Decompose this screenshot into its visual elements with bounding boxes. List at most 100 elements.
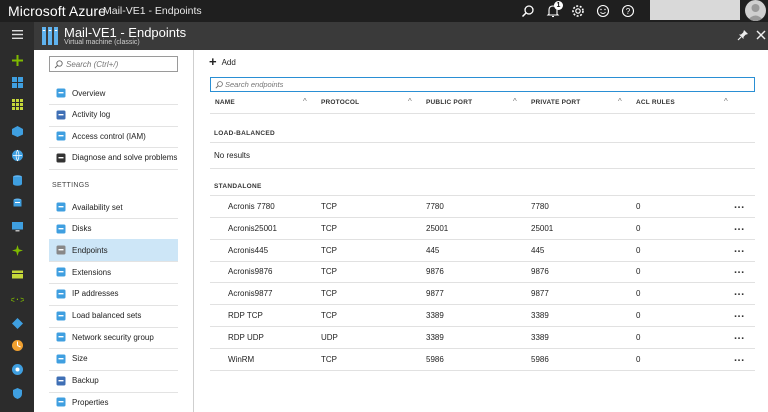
menu-item-ip-addresses[interactable]: IP addresses <box>49 283 178 305</box>
menu-search-input[interactable] <box>66 57 176 71</box>
cell-protocol: TCP <box>321 289 337 299</box>
virtual-networks-icon[interactable]: <·> <box>0 288 34 310</box>
dashboard-icon[interactable] <box>0 71 34 93</box>
more-options-icon[interactable]: ... <box>734 199 745 211</box>
more-options-icon[interactable]: ... <box>734 242 745 255</box>
avatar[interactable] <box>745 0 766 21</box>
table-row[interactable]: RDP TCP TCP 3389 3389 0... <box>210 305 755 327</box>
column-header-name[interactable]: NAME <box>215 99 235 106</box>
menu-item-backup[interactable]: Backup <box>49 370 178 392</box>
cell-private-port: 25001 <box>531 223 554 233</box>
sql-databases-icon[interactable] <box>0 169 34 191</box>
storage-accounts-icon[interactable] <box>0 263 34 285</box>
more-options-icon[interactable]: ... <box>734 220 745 233</box>
sort-chevron-up-icon[interactable]: ^ <box>303 97 307 106</box>
column-header-private-port[interactable]: PRIVATE PORT <box>531 99 581 106</box>
extensions-icon <box>56 267 66 277</box>
all-resources-icon[interactable] <box>0 93 34 115</box>
menu-item-size[interactable]: Size <box>49 348 178 370</box>
cell-acl-rules: 0 <box>636 267 641 277</box>
column-header-acl-rules[interactable]: ACL RULES <box>636 99 675 106</box>
search-icon[interactable] <box>516 0 540 22</box>
more-options-icon[interactable]: ... <box>734 329 745 342</box>
menu-item-extensions[interactable]: Extensions <box>49 261 178 283</box>
close-icon[interactable] <box>754 28 768 42</box>
table-row[interactable]: Acronis445 TCP 445 445 0... <box>210 240 755 262</box>
menu-divider <box>49 304 178 306</box>
activity-log-icon <box>56 110 66 120</box>
menu-search-box[interactable] <box>49 56 178 72</box>
sort-chevron-up-icon[interactable]: ^ <box>408 97 412 106</box>
menu-item-load-balanced-sets[interactable]: Load balanced sets <box>49 305 178 327</box>
menu-item-label: Overview <box>72 88 106 98</box>
cell-public-port: 445 <box>426 245 440 255</box>
more-options-icon[interactable]: ... <box>734 286 745 299</box>
header-divider <box>210 113 755 114</box>
sort-chevron-up-icon[interactable]: ^ <box>513 97 517 106</box>
more-options-icon[interactable]: ... <box>734 264 745 277</box>
menu-item-properties[interactable]: Properties <box>49 391 178 412</box>
more-options-icon[interactable]: ... <box>734 308 745 320</box>
hamburger-menu-icon[interactable] <box>0 23 34 45</box>
new-resource-icon[interactable] <box>0 49 34 71</box>
settings-section-label: SETTINGS <box>52 182 90 189</box>
table-row[interactable]: Acronis9876 TCP 9876 9876 0... <box>210 261 755 284</box>
load-balancers-icon[interactable] <box>0 239 34 261</box>
feedback-smiley-icon[interactable] <box>591 0 615 22</box>
blade-header: Mail-VE1 - Endpoints Virtual machine (cl… <box>34 22 768 50</box>
breadcrumb[interactable]: Mail-VE1 - Endpoints <box>103 5 202 17</box>
help-icon[interactable]: ? <box>616 0 640 22</box>
resource-groups-icon[interactable] <box>0 120 34 142</box>
monitor-icon[interactable] <box>0 334 34 356</box>
menu-divider <box>49 261 178 263</box>
menu-item-diagnose[interactable]: Diagnose and solve problems <box>49 147 178 169</box>
overview-icon <box>56 88 66 98</box>
cell-protocol: UDP <box>321 332 338 342</box>
table-row[interactable]: RDP UDP UDP 3389 3389 0... <box>210 327 755 349</box>
cell-acl-rules: 0 <box>636 311 641 320</box>
menu-item-label: Activity log <box>72 110 111 119</box>
sort-chevron-up-icon[interactable]: ^ <box>724 97 728 106</box>
cell-acl-rules: 0 <box>636 223 641 233</box>
account-name-box[interactable] <box>650 0 740 20</box>
endpoint-search-box[interactable] <box>210 77 755 92</box>
table-row[interactable]: Acronis 7780 TCP 7780 7780 0... <box>210 196 755 218</box>
menu-item-access-control[interactable]: Access control (IAM) <box>49 125 178 147</box>
column-header-protocol[interactable]: PROTOCOL <box>321 99 360 106</box>
menu-item-endpoints[interactable]: Endpoints <box>49 239 178 262</box>
notifications-icon[interactable]: 1 <box>541 0 565 22</box>
table-row[interactable]: Acronis9877 TCP 9877 9877 0... <box>210 283 755 306</box>
load-balanced-sets-icon <box>56 311 66 321</box>
cell-private-port: 3389 <box>531 332 549 342</box>
endpoint-search-input[interactable] <box>225 78 745 91</box>
brand-logo[interactable]: Microsoft Azure <box>8 3 106 19</box>
menu-item-activity-log[interactable]: Activity log <box>49 104 178 126</box>
menu-item-label: Backup <box>72 376 99 386</box>
settings-gear-icon[interactable] <box>566 0 590 22</box>
column-header-public-port[interactable]: PUBLIC PORT <box>426 99 473 106</box>
menu-item-availability-set[interactable]: Availability set <box>49 196 178 218</box>
more-options-icon[interactable]: ... <box>734 351 745 364</box>
azure-cosmos-db-icon[interactable] <box>0 192 34 214</box>
menu-item-overview[interactable]: Overview <box>49 82 178 104</box>
menu-item-label: IP addresses <box>72 289 119 299</box>
add-endpoint-button[interactable]: + Add <box>209 55 236 69</box>
menu-item-disks[interactable]: Disks <box>49 218 178 240</box>
no-results-text: No results <box>214 151 251 160</box>
cell-acl-rules: 0 <box>636 289 641 299</box>
menu-item-network-security-group[interactable]: Network security group <box>49 326 178 348</box>
blade-title: Mail-VE1 - Endpoints <box>64 25 187 40</box>
virtual-machines-icon[interactable] <box>0 215 34 237</box>
advisor-icon[interactable] <box>0 358 34 380</box>
table-row[interactable]: WinRM TCP 5986 5986 0... <box>210 349 755 371</box>
properties-icon <box>56 397 66 407</box>
table-row[interactable]: Acronis25001 TCP 25001 25001 0... <box>210 218 755 240</box>
menu-item-label: Network security group <box>72 332 154 342</box>
ip-addresses-icon <box>56 289 66 299</box>
app-services-icon[interactable] <box>0 144 34 166</box>
security-center-icon[interactable] <box>0 382 34 404</box>
pin-icon[interactable] <box>736 28 750 42</box>
sort-chevron-up-icon[interactable]: ^ <box>618 97 622 106</box>
cell-name: Acronis9877 <box>228 289 273 299</box>
azure-active-directory-icon[interactable] <box>0 312 34 334</box>
